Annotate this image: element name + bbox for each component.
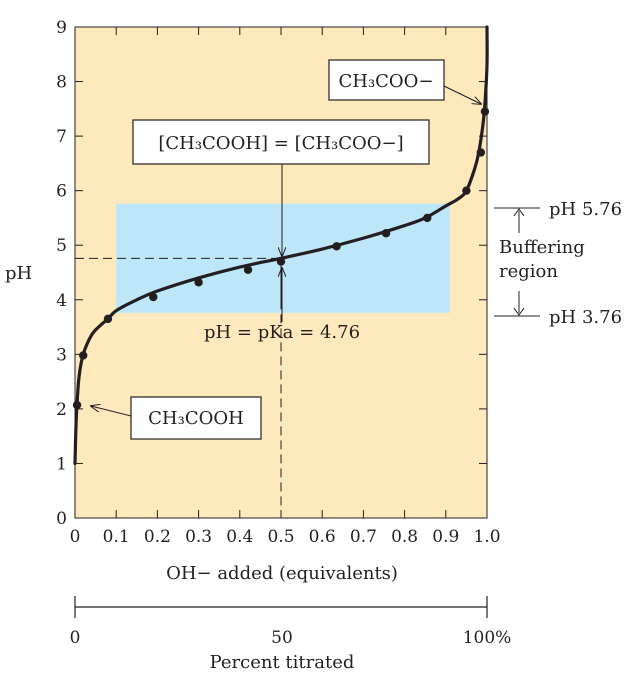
- ph-lower-label: pH 3.76: [549, 307, 622, 328]
- x-axis-label: OH− added (equivalents): [166, 563, 398, 584]
- arrow-to-acetic-acid-point: [91, 406, 132, 417]
- data-point: [79, 351, 88, 360]
- data-point: [72, 400, 82, 410]
- acetic-acid-label: CH₃COOH: [148, 408, 244, 429]
- y-tick-label: 6: [56, 182, 67, 202]
- x-tick-label: 0.5: [267, 527, 294, 547]
- y-tick-label: 0: [56, 509, 67, 529]
- data-point: [423, 213, 432, 223]
- data-point: [332, 242, 341, 251]
- y-tick-label: 5: [56, 236, 67, 256]
- data-point: [462, 186, 471, 195]
- data-point: [480, 107, 490, 116]
- y-tick-label: 9: [56, 18, 67, 38]
- equal-concentration-label: [CH₃COOH] = [CH₃COO−]: [158, 133, 403, 154]
- y-axis-label: pH: [5, 263, 32, 284]
- data-point: [476, 148, 486, 157]
- data-point: [381, 229, 391, 238]
- x-tick-label: 0: [70, 527, 81, 547]
- x-tick-label: 1.0: [473, 527, 500, 547]
- x-tick-label: 0.3: [185, 527, 212, 547]
- y-tick-label: 4: [56, 291, 67, 311]
- acetate-label: CH₃COO−: [338, 71, 433, 92]
- y-tick-label: 2: [56, 400, 67, 420]
- data-point: [149, 292, 158, 302]
- data-point: [276, 257, 286, 266]
- percent-tick-0: 0: [70, 628, 81, 648]
- buffering-label-line2: region: [499, 261, 558, 282]
- buffering-bracket: pH 5.76 pH 3.76 Buffering region: [494, 199, 622, 328]
- arrow-to-acetate-point: [443, 85, 481, 104]
- x-tick-label: 0.2: [144, 527, 171, 547]
- acetic-acid-annotation: CH₃COOH: [130, 396, 262, 440]
- ph-upper-label: pH 5.76: [549, 199, 622, 220]
- pka-label: pH = pKa = 4.76: [204, 322, 360, 343]
- axis-ticks: 0 1 2 3 4 5 6 7 8 9 0 0.1 0.2 0.3 0.4 0.5 0.6 0.7 0.8 0.9 1.…: [56, 18, 500, 547]
- percent-titrated-axis: 0 50 100% Percent titrated: [70, 596, 512, 673]
- y-tick-label: 8: [56, 73, 67, 93]
- plot-frame: [74, 26, 488, 519]
- y-tick-label: 3: [56, 345, 67, 365]
- data-point: [243, 265, 253, 274]
- x-tick-label: 0.6: [309, 527, 336, 547]
- annotation-arrows: [91, 85, 481, 417]
- acetate-annotation: CH₃COO−: [328, 59, 445, 101]
- x-tick-label: 0.1: [103, 527, 130, 547]
- buffering-label-line1: Buffering: [499, 237, 585, 258]
- percent-tick-50: 50: [271, 628, 293, 648]
- data-point: [103, 314, 113, 324]
- x-tick-label: 0.8: [391, 527, 418, 547]
- equal-concentration-annotation: [CH₃COOH] = [CH₃COO−]: [132, 119, 430, 165]
- percent-tick-100: 100%: [463, 628, 512, 648]
- x-tick-label: 0.7: [350, 527, 377, 547]
- x-tick-label: 0.9: [432, 527, 459, 547]
- percent-titrated-label: Percent titrated: [210, 652, 355, 673]
- y-tick-label: 1: [56, 454, 67, 474]
- guide-lines: [75, 257, 282, 518]
- y-tick-label: 7: [56, 127, 67, 147]
- x-tick-label: 0.4: [226, 527, 253, 547]
- data-point: [194, 278, 203, 287]
